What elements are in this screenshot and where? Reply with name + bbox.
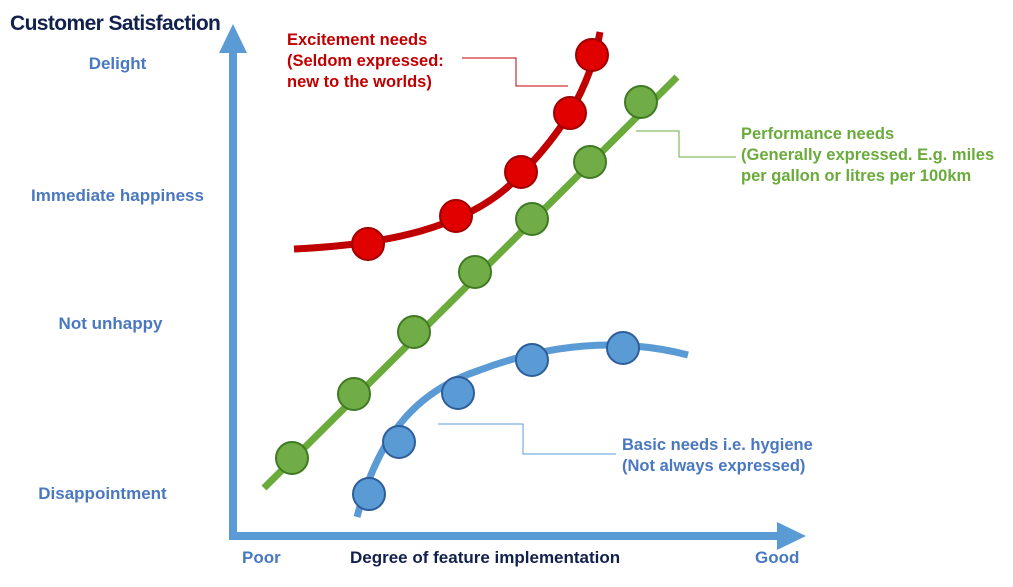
basic-point — [441, 376, 475, 410]
basic-point — [515, 343, 549, 377]
excitement-point — [439, 199, 473, 233]
basic-point — [606, 331, 640, 365]
performance-point — [337, 377, 371, 411]
performance-point — [624, 85, 658, 119]
x-axis-title: Degree of feature implementation — [350, 548, 621, 567]
basic-points — [352, 331, 640, 511]
excitement-needs-label: Excitement needs (Seldom expressed: new … — [287, 31, 444, 91]
excitement-point — [351, 227, 385, 261]
performance-point — [515, 202, 549, 236]
basic-point — [382, 425, 416, 459]
basic-needs-label: Basic needs i.e. hygiene (Not always exp… — [622, 436, 813, 475]
performance-point — [397, 315, 431, 349]
y-axis-title: Customer Satisfaction — [10, 12, 221, 35]
excitement-leader-line — [462, 57, 568, 87]
excitement-point — [504, 155, 538, 189]
basic-leader-line — [438, 423, 616, 455]
excitement-point — [575, 38, 609, 72]
level-not-unhappy: Not unhappy — [58, 314, 163, 333]
performance-point — [573, 145, 607, 179]
performance-leader-line — [636, 130, 736, 158]
performance-point — [458, 255, 492, 289]
excitement-point — [553, 96, 587, 130]
y-axis — [219, 24, 247, 538]
performance-needs-label: Performance needs (Generally expressed. … — [741, 125, 995, 185]
x-axis-low-label: Poor — [242, 548, 281, 567]
level-disappointment: Disappointment — [38, 484, 167, 503]
performance-points — [275, 85, 658, 475]
performance-point — [275, 441, 309, 475]
x-axis-high-label: Good — [755, 548, 800, 567]
x-axis — [229, 522, 806, 550]
excitement-points — [351, 38, 609, 261]
level-delight: Delight — [88, 54, 147, 73]
level-immediate-happiness: Immediate happiness — [31, 186, 204, 205]
basic-point — [352, 477, 386, 511]
